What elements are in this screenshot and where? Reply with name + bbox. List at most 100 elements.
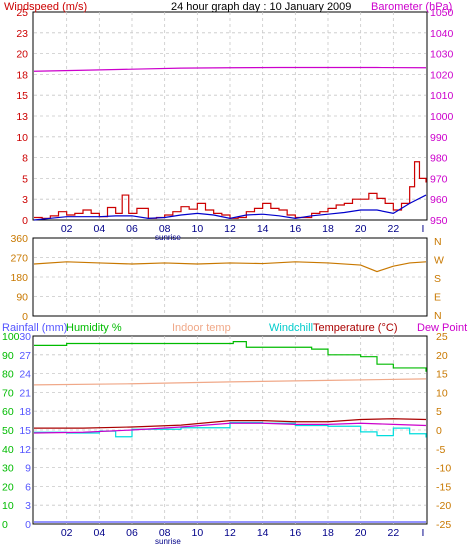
baro-y-tick: 1010 (430, 90, 454, 102)
x-tick-label: 06 (126, 223, 138, 235)
x-tick-label: 12 (224, 223, 236, 235)
sunrise-label: sunrise (155, 233, 181, 242)
humidity-y-tick: 60 (2, 406, 14, 418)
baro-y-tick: 1040 (430, 28, 454, 40)
baro-y-tick: 980 (430, 153, 448, 165)
chart-title: 24 hour graph day : 10 January 2009 (171, 1, 351, 13)
x-tick-label: 16 (289, 223, 301, 235)
humidity-y-tick: 50 (2, 425, 14, 437)
humidity-y-tick: 100 (2, 331, 20, 343)
barometer-line (33, 66, 427, 72)
baro-y-tick: 1000 (430, 111, 454, 123)
rain-y-tick: 3 (25, 500, 31, 512)
x-tick-label: 08 (159, 223, 171, 235)
temp-y-tick: -20 (436, 500, 451, 512)
x-tick-label: 04 (93, 527, 105, 539)
rain-y-tick: 6 (25, 481, 31, 493)
direction-grid (34, 238, 426, 316)
rain-y-tick: 24 (19, 369, 31, 381)
sunrise-label: sunrise (155, 537, 181, 546)
baro-y-tick: 970 (430, 173, 448, 185)
temp-panel-frame (32, 335, 428, 525)
x-tick-label: 18 (322, 527, 334, 539)
wind-y-tick: 5 (22, 173, 28, 185)
x-tick-label: 02 (61, 223, 73, 235)
compass-label: E (434, 292, 441, 304)
rain-y-tick: 12 (19, 444, 31, 456)
temp-series (33, 341, 427, 523)
compass-label: W (434, 255, 444, 267)
x-tick-label: I (422, 223, 425, 235)
wind-y-tick: 23 (16, 28, 28, 40)
temp-y-tick: -25 (436, 519, 451, 531)
temp-y-tick: 20 (436, 350, 448, 362)
x-tick-label: 10 (191, 223, 203, 235)
rain-y-tick: 0 (25, 519, 31, 531)
direction-y-tick: 90 (16, 292, 28, 304)
temp-y-tick: -15 (436, 481, 451, 493)
humidity-y-tick: 90 (2, 350, 14, 362)
temp-y-tick: 5 (436, 406, 442, 418)
wind-y-tick: 20 (16, 49, 28, 61)
rain-y-tick: 18 (19, 406, 31, 418)
temp-y-tick: -10 (436, 463, 451, 475)
windspeed-average-line (33, 194, 427, 221)
x-tick-label: 02 (61, 527, 73, 539)
humidity-y-tick: 80 (2, 369, 14, 381)
direction-y-tick: 180 (10, 272, 28, 284)
rain-y-tick: 15 (19, 425, 31, 437)
rain-y-tick: 30 (19, 331, 31, 343)
x-tick-label: 14 (257, 223, 269, 235)
wind-series (33, 66, 427, 221)
humidity-y-tick: 70 (2, 387, 14, 399)
x-tick-label: I (422, 527, 425, 539)
rainfall-label: Rainfall (mm) (2, 322, 67, 334)
temperature-label: Temperature (°C) (313, 322, 397, 334)
windchill-line (34, 421, 427, 438)
humidity-line (34, 341, 427, 372)
x-tick-label: 14 (257, 527, 269, 539)
temp-y-tick: 10 (436, 387, 448, 399)
temp-y-tick: -5 (436, 444, 445, 456)
rain-y-tick: 27 (19, 350, 31, 362)
x-tick-label: 06 (126, 527, 138, 539)
humidity-y-tick: 10 (2, 500, 14, 512)
humidity-y-tick: 0 (2, 519, 8, 531)
wind-y-tick: 25 (16, 7, 28, 19)
dewpoint-label: Dew Point (417, 322, 467, 334)
x-tick-label: 22 (387, 527, 399, 539)
wind-y-tick: 15 (16, 90, 28, 102)
rain-y-tick: 21 (19, 387, 31, 399)
x-tick-label: 18 (322, 223, 334, 235)
windchill-label: Windchill (269, 322, 313, 334)
indoor-temp-line (33, 378, 427, 386)
direction-y-tick: 270 (10, 253, 28, 265)
x-tick-label: 12 (224, 527, 236, 539)
temp-y-tick: 0 (436, 425, 442, 437)
wind-y-tick: 3 (22, 194, 28, 206)
baro-y-tick: 990 (430, 132, 448, 144)
indoor-temp-label: Indoor temp (172, 322, 231, 334)
compass-label: S (434, 273, 441, 285)
rain-y-tick: 9 (25, 463, 31, 475)
x-tick-label: 10 (191, 527, 203, 539)
wind-y-tick: 13 (16, 111, 28, 123)
x-tick-label: 16 (289, 527, 301, 539)
x-tick-label: 08 (159, 527, 171, 539)
humidity-y-tick: 30 (2, 463, 14, 475)
wind-grid (34, 12, 426, 220)
x-tick-label: 22 (387, 223, 399, 235)
wind-y-tick: 18 (16, 69, 28, 81)
baro-y-tick: 1050 (430, 7, 454, 19)
wind-y-tick: 10 (16, 132, 28, 144)
baro-y-tick: 1020 (430, 69, 454, 81)
temp-y-tick: 15 (436, 369, 448, 381)
baro-y-tick: 950 (430, 215, 448, 227)
baro-y-tick: 1030 (430, 49, 454, 61)
humidity-y-tick: 40 (2, 444, 14, 456)
compass-label: N (434, 310, 442, 322)
wind-direction-line (33, 261, 427, 273)
temperature-line (34, 418, 427, 429)
